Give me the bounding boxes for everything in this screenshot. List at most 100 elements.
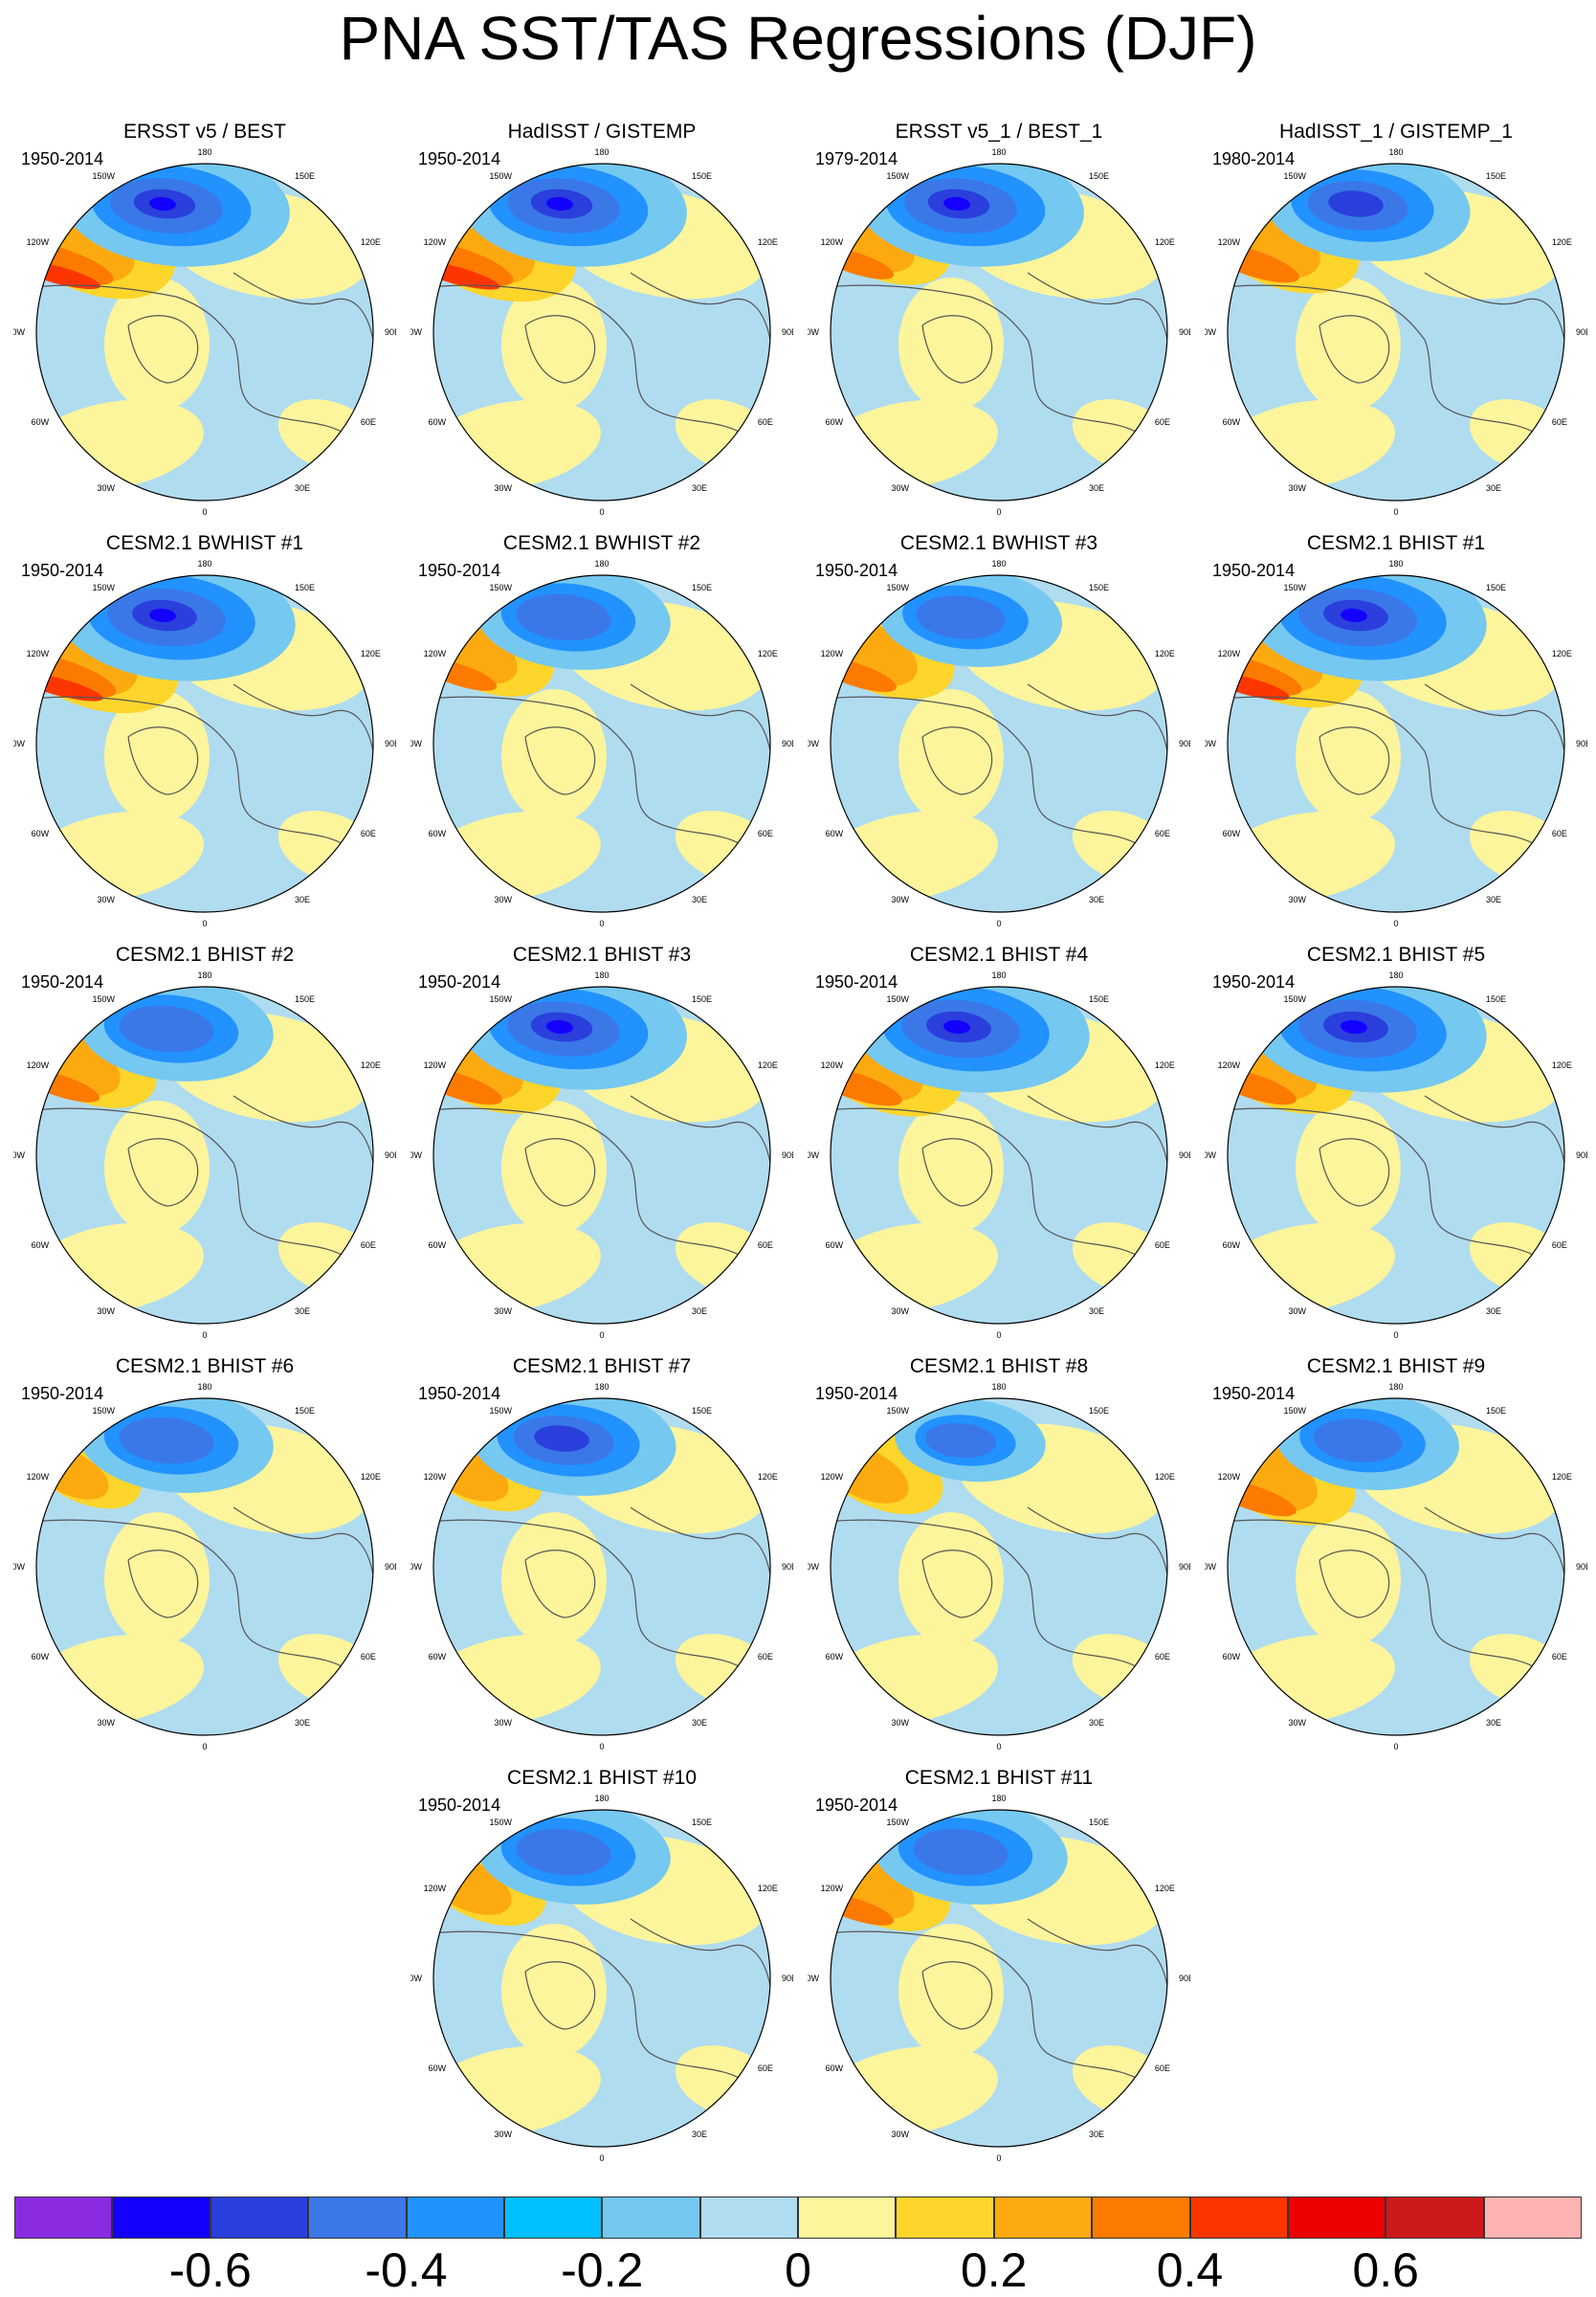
polar-map: 180 150E 120E 90E 60E 30E 0 30W 60W 90W 120W 150W xyxy=(13,1382,396,1751)
longitude-label: 30W xyxy=(891,895,909,904)
colorbar-swatch xyxy=(503,2197,603,2239)
map-panel: ERSST v5_1 / BEST_1 1979-2014 180 150E 120E 9… xyxy=(808,120,1190,522)
map-panel: CESM2.1 BHIST #11 1950-2014 180 150E 120E 90E… xyxy=(808,1766,1190,2168)
longitude-label: 180 xyxy=(1388,1382,1403,1392)
colorbar-tick-label: -0.6 xyxy=(168,2243,252,2297)
panel-years: 1950-2014 xyxy=(815,1384,898,1403)
coastline xyxy=(433,683,770,848)
longitude-label: 120E xyxy=(1155,1060,1175,1070)
panel-years: 1950-2014 xyxy=(815,972,898,992)
longitude-label: 90W xyxy=(808,1974,819,1983)
longitude-label: 120W xyxy=(821,1060,844,1070)
map-panel: CESM2.1 BHIST #6 1950-2014 180 150E 120E 90E 6… xyxy=(13,1354,396,1756)
panel-years: 1950-2014 xyxy=(21,972,104,992)
longitude-label: 180 xyxy=(991,1382,1006,1392)
coastline xyxy=(1228,272,1564,436)
longitude-label: 30E xyxy=(295,1718,310,1728)
field-yellow-region xyxy=(104,1512,210,1646)
longitude-label: 150W xyxy=(1283,994,1306,1004)
longitude-label: 120W xyxy=(821,1472,844,1482)
panel-years: 1950-2014 xyxy=(418,1384,501,1403)
longitude-label: 60E xyxy=(758,1652,773,1661)
longitude-label: 120E xyxy=(361,649,381,658)
polar-map: 180 150E 120E 90E 60E 30E 0 30W 60W 90W 120W 150W xyxy=(808,147,1190,517)
panel-title: CESM2.1 BWHIST #1 xyxy=(105,532,304,554)
longitude-label: 150W xyxy=(886,583,909,592)
coastline xyxy=(36,683,373,848)
longitude-label: 30E xyxy=(295,1306,310,1316)
longitude-label: 120E xyxy=(1552,649,1572,658)
cold-anomaly xyxy=(149,608,176,623)
field-yellow-region xyxy=(898,278,1004,412)
panel-title: CESM2.1 BHIST #9 xyxy=(1306,1355,1486,1377)
longitude-label: 0 xyxy=(996,919,1001,928)
polar-map: 180 150E 120E 90E 60E 30E 0 30W 60W 90W 120W 150W xyxy=(808,1794,1190,2163)
longitude-label: 150W xyxy=(489,583,512,592)
longitude-label: 90W xyxy=(808,1562,819,1572)
longitude-label: 0 xyxy=(996,1330,1001,1340)
longitude-label: 60W xyxy=(32,829,50,838)
longitude-label: 30E xyxy=(1089,895,1104,904)
longitude-label: 90W xyxy=(410,1974,422,1983)
longitude-label: 30W xyxy=(97,895,115,904)
longitude-label: 90W xyxy=(1205,327,1216,337)
longitude-label: 120W xyxy=(821,649,844,658)
map-panel: CESM2.1 BHIST #7 1950-2014 180 150E 120E 90E 6… xyxy=(410,1354,793,1756)
longitude-label: 60E xyxy=(1552,829,1567,838)
longitude-label: 30W xyxy=(891,483,909,493)
longitude-label: 90W xyxy=(1205,1150,1216,1160)
longitude-label: 60W xyxy=(429,417,447,427)
longitude-label: 150W xyxy=(489,1406,512,1416)
field-yellow-region xyxy=(898,1924,1004,2058)
longitude-label: 60E xyxy=(758,1240,773,1250)
warm-anomaly xyxy=(36,671,103,702)
longitude-label: 90W xyxy=(410,1150,422,1160)
map-panel: CESM2.1 BHIST #1 1950-2014 180 150E 120E 90E 6… xyxy=(1205,531,1587,933)
longitude-label: 30W xyxy=(1288,1718,1306,1728)
longitude-label: 150E xyxy=(1089,583,1109,592)
longitude-label: 120W xyxy=(424,1060,447,1070)
globe-outline xyxy=(1227,1397,1565,1736)
longitude-label: 120W xyxy=(424,237,447,247)
warm-anomaly xyxy=(36,241,114,285)
longitude-label: 0 xyxy=(996,507,1001,517)
panel-years: 1979-2014 xyxy=(815,149,898,168)
panel-title: CESM2.1 BWHIST #2 xyxy=(502,532,701,554)
polar-map: 180 150E 120E 90E 60E 30E 0 30W 60W 90W 120W 150W xyxy=(1205,1382,1587,1751)
polar-map: 180 150E 120E 90E 60E 30E 0 30W 60W 90W 120W 150W xyxy=(808,970,1190,1340)
cold-anomaly xyxy=(516,1828,611,1876)
cold-anomaly xyxy=(119,1416,214,1464)
panel-years: 1950-2014 xyxy=(815,561,898,580)
longitude-label: 150W xyxy=(886,171,909,181)
map-panel: CESM2.1 BHIST #8 1950-2014 180 150E 120E 90E 6… xyxy=(808,1354,1190,1756)
polar-map: 180 150E 120E 90E 60E 30E 0 30W 60W 90W 120W 150W xyxy=(808,559,1190,928)
longitude-label: 150E xyxy=(1486,171,1506,181)
panel-title: ERSST v5 / BEST xyxy=(123,121,286,143)
longitude-label: 90E xyxy=(782,1974,793,1983)
longitude-label: 180 xyxy=(1388,559,1403,569)
polar-map: 180 150E 120E 90E 60E 30E 0 30W 60W 90W 120W 150W xyxy=(1205,147,1587,517)
longitude-label: 150E xyxy=(1486,583,1506,592)
longitude-label: 180 xyxy=(1388,147,1403,157)
longitude-label: 30W xyxy=(97,1718,115,1728)
field-yellow-region xyxy=(104,278,210,412)
panel-title: CESM2.1 BHIST #4 xyxy=(909,944,1089,966)
longitude-label: 30W xyxy=(494,1306,512,1316)
longitude-label: 30E xyxy=(295,895,310,904)
longitude-label: 90E xyxy=(782,1150,793,1160)
longitude-label: 0 xyxy=(599,507,604,517)
map-panel: ERSST v5 / BEST 1950-2014 180 150E 120E 90E 60… xyxy=(13,120,396,522)
coastline xyxy=(433,1095,770,1260)
colorbar-swatch xyxy=(406,2197,504,2239)
cold-anomaly xyxy=(149,196,176,212)
map-panel: HadISST / GISTEMP 1950-2014 180 150E 120E 90E… xyxy=(410,120,793,522)
warm-anomaly xyxy=(433,240,514,286)
longitude-label: 30E xyxy=(1089,2130,1104,2139)
panel-title: CESM2.1 BHIST #10 xyxy=(506,1767,698,1789)
colorbar-swatch xyxy=(1092,2197,1190,2239)
longitude-label: 120E xyxy=(361,1472,381,1482)
colorbar-swatch xyxy=(602,2197,700,2239)
field-yellow-region xyxy=(1296,1101,1401,1235)
colorbar-swatch xyxy=(993,2197,1093,2239)
